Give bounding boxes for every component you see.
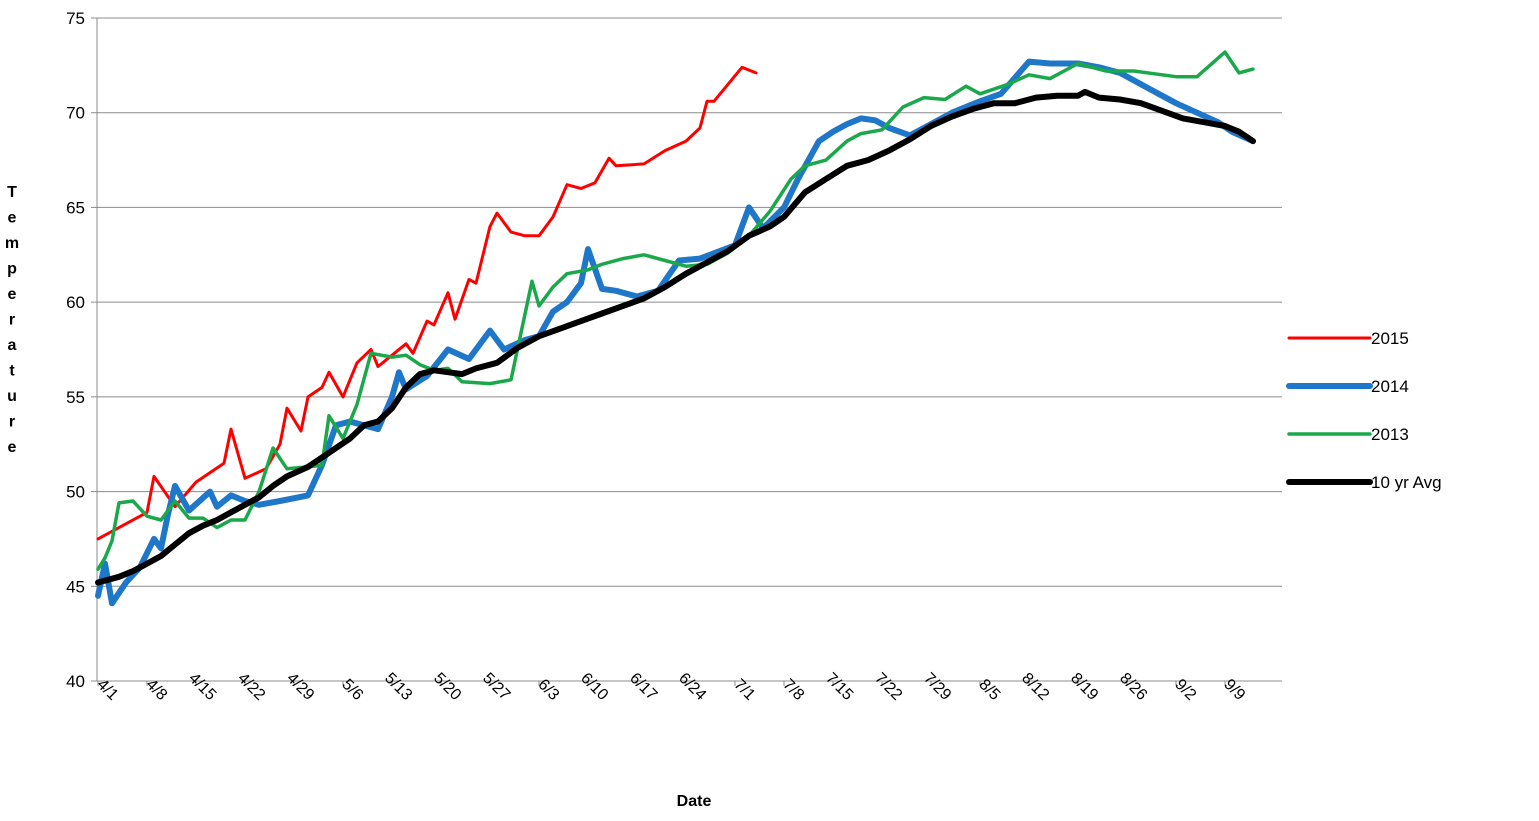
x-tick-label-9-9: 9/9	[1220, 676, 1248, 704]
x-tick-label-5-13: 5/13	[381, 670, 415, 704]
y-tick-label-45: 45	[66, 577, 85, 596]
y-tick-label-70: 70	[66, 104, 85, 123]
y-tick-label-55: 55	[66, 388, 85, 407]
y-axis-title-letter: t	[9, 363, 15, 380]
x-tick-label-6-24: 6/24	[675, 670, 709, 704]
y-tick-label-65: 65	[66, 198, 85, 217]
y-axis-title-letter: e	[8, 210, 17, 227]
x-tick-label-5-27: 5/27	[479, 670, 513, 704]
x-tick-label-4-1: 4/1	[93, 676, 121, 704]
x-tick-label-4-29: 4/29	[283, 670, 317, 704]
x-tick-label-6-10: 6/10	[577, 670, 611, 704]
y-axis-title-letter: p	[7, 261, 17, 278]
legend-label-0: 2015	[1371, 329, 1409, 348]
x-tick-label-7-8: 7/8	[779, 676, 807, 704]
x-tick-label-4-22: 4/22	[234, 670, 268, 704]
x-tick-labels: 4/1 4/8 4/15 4/22 4/29 5/6 5/13 5/20 5/27 6/3 6/10…	[93, 670, 1248, 704]
x-tick-label-7-15: 7/15	[822, 670, 856, 704]
x-axis-title: Date	[677, 793, 712, 810]
x-tick-label-7-29: 7/29	[920, 670, 954, 704]
y-tick-label-75: 75	[66, 9, 85, 28]
x-tick-label-8-26: 8/26	[1116, 670, 1150, 704]
x-tick-label-6-17: 6/17	[626, 670, 660, 704]
y-axis-title-letter: m	[5, 235, 19, 252]
series-line-1	[95, 58, 1256, 607]
y-axis-title-letter: r	[9, 312, 15, 329]
x-tick-label-7-1: 7/1	[730, 676, 758, 704]
y-axis-title-letter: r	[9, 414, 15, 431]
y-tick-label-40: 40	[66, 672, 85, 691]
x-tick-label-4-8: 4/8	[142, 676, 170, 704]
x-tick-label-6-3: 6/3	[534, 676, 562, 704]
series-line-3	[95, 88, 1256, 586]
y-axis-title-letter: T	[7, 184, 17, 201]
y-tick-label-50: 50	[66, 483, 85, 502]
series-line-0	[96, 65, 758, 541]
y-axis-title-letter: e	[8, 439, 17, 456]
x-tick-label-5-20: 5/20	[430, 670, 464, 704]
y-tick-labels: 40 45 50 55 60 65 70 75	[66, 9, 85, 691]
x-tick-label-7-22: 7/22	[871, 670, 905, 704]
x-tick-label-4-15: 4/15	[185, 670, 219, 704]
y-axis-title-letter: e	[8, 286, 17, 303]
gridlines	[97, 17, 1282, 587]
legend-label-1: 2014	[1371, 377, 1409, 396]
legend: 2015 2014 2013 10 yr Avg	[1286, 329, 1442, 492]
y-tick-label-60: 60	[66, 293, 85, 312]
x-tick-label-8-12: 8/12	[1018, 670, 1052, 704]
legend-label-3: 10 yr Avg	[1371, 473, 1442, 492]
y-axis-title-letter: u	[7, 388, 17, 405]
x-tick-label-9-2: 9/2	[1171, 676, 1199, 704]
x-tick-label-8-5: 8/5	[975, 676, 1003, 704]
x-tick-label-8-19: 8/19	[1067, 670, 1101, 704]
x-tick-label-5-6: 5/6	[338, 676, 366, 704]
y-axis-title-letter: a	[8, 337, 17, 354]
series-line-2	[96, 50, 1255, 571]
series-lines	[95, 50, 1256, 607]
legend-label-2: 2013	[1371, 425, 1409, 444]
